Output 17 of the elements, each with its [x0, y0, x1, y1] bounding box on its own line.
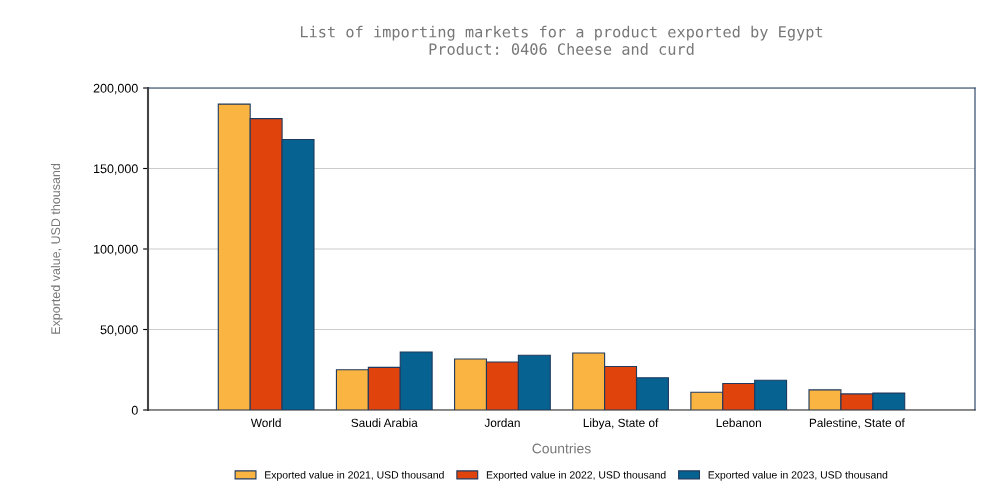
- y-tick-label: 150,000: [94, 164, 138, 175]
- legend-label: Exported value in 2022, USD thousand: [486, 470, 666, 481]
- x-tick-label: Jordan: [484, 418, 520, 427]
- x-tick-label: Lebanon: [716, 418, 761, 427]
- y-tick-label: 100,000: [94, 244, 138, 256]
- legend-label: Exported value in 2023, USD thousand: [708, 470, 888, 481]
- y-axis-title: Exported value, USD thousand: [50, 163, 63, 334]
- y-tick-label: 200,000: [93, 83, 138, 95]
- x-axis-title: Countries: [532, 443, 591, 454]
- y-tick-label: 50,000: [100, 325, 138, 336]
- y-tick-label: 0: [131, 405, 138, 415]
- x-tick-label: Palestine, State of: [809, 418, 905, 429]
- x-tick-label: Libya, State of: [583, 418, 659, 430]
- legend-label: Exported value in 2021, USD thousand: [265, 470, 444, 481]
- x-tick-label: Saudi Arabia: [351, 418, 418, 427]
- x-tick-label: World: [250, 418, 281, 427]
- chart-title: List of importing markets for a product exported by Egypt Product: 0406 Cheese and curd: [300, 25, 823, 55]
